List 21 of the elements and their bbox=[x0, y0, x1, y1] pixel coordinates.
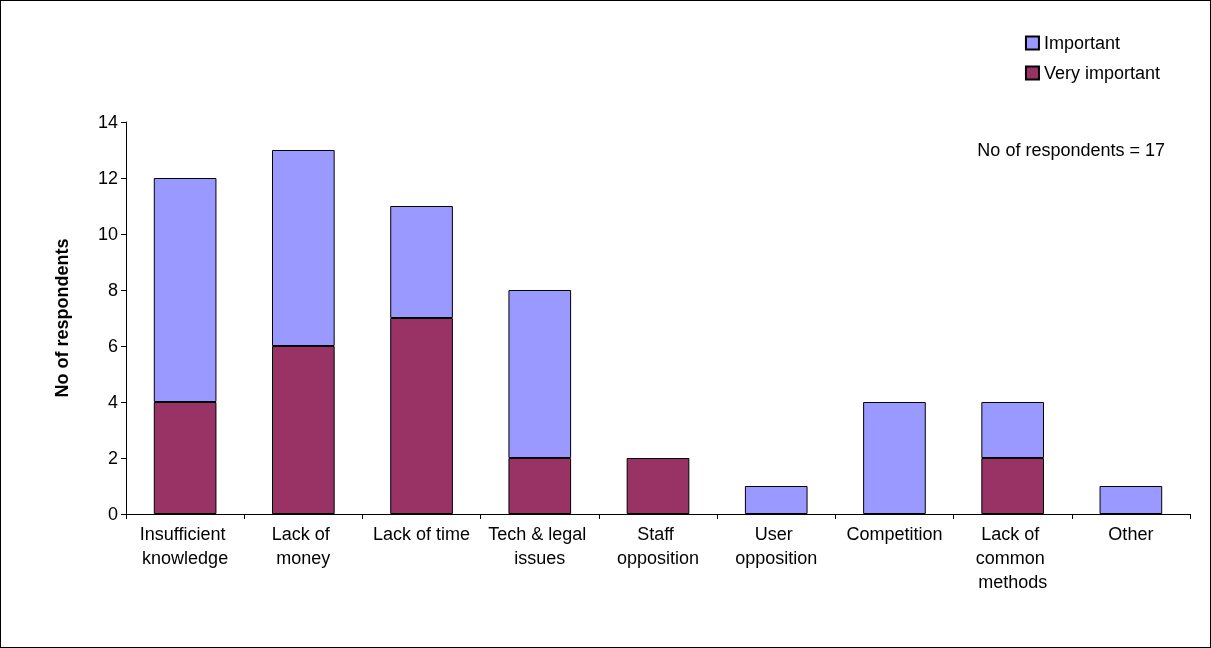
x-tick-label: Competition bbox=[846, 524, 943, 544]
y-axis-title: No of respondents bbox=[52, 238, 72, 398]
x-tick-label: Other bbox=[1108, 524, 1154, 544]
x-tick-label: User opposition bbox=[735, 524, 818, 568]
legend-label: Very important bbox=[1043, 63, 1161, 83]
y-tick-label: 14 bbox=[97, 112, 118, 132]
y-tick-label: 8 bbox=[107, 280, 118, 300]
y-tick-label: 6 bbox=[107, 336, 118, 356]
legend-label: Important bbox=[1043, 33, 1120, 53]
x-tick-label: Tech & legal issues bbox=[488, 524, 592, 568]
x-tick-label: Insufficient knowledge bbox=[139, 524, 231, 568]
x-tick-label: Lack of money bbox=[271, 524, 335, 568]
x-tick-label: Staff opposition bbox=[616, 524, 700, 568]
y-tick-label: 12 bbox=[97, 168, 118, 188]
y-tick-label: 4 bbox=[107, 392, 118, 412]
x-tick-label: Lack of common methods bbox=[975, 524, 1050, 592]
annotation: No of respondents = 17 bbox=[977, 140, 1166, 160]
y-tick-label: 0 bbox=[107, 504, 118, 524]
x-tick-label: Lack of time bbox=[373, 524, 471, 544]
y-tick-label: 10 bbox=[97, 224, 118, 244]
y-tick-label: 2 bbox=[107, 448, 118, 468]
